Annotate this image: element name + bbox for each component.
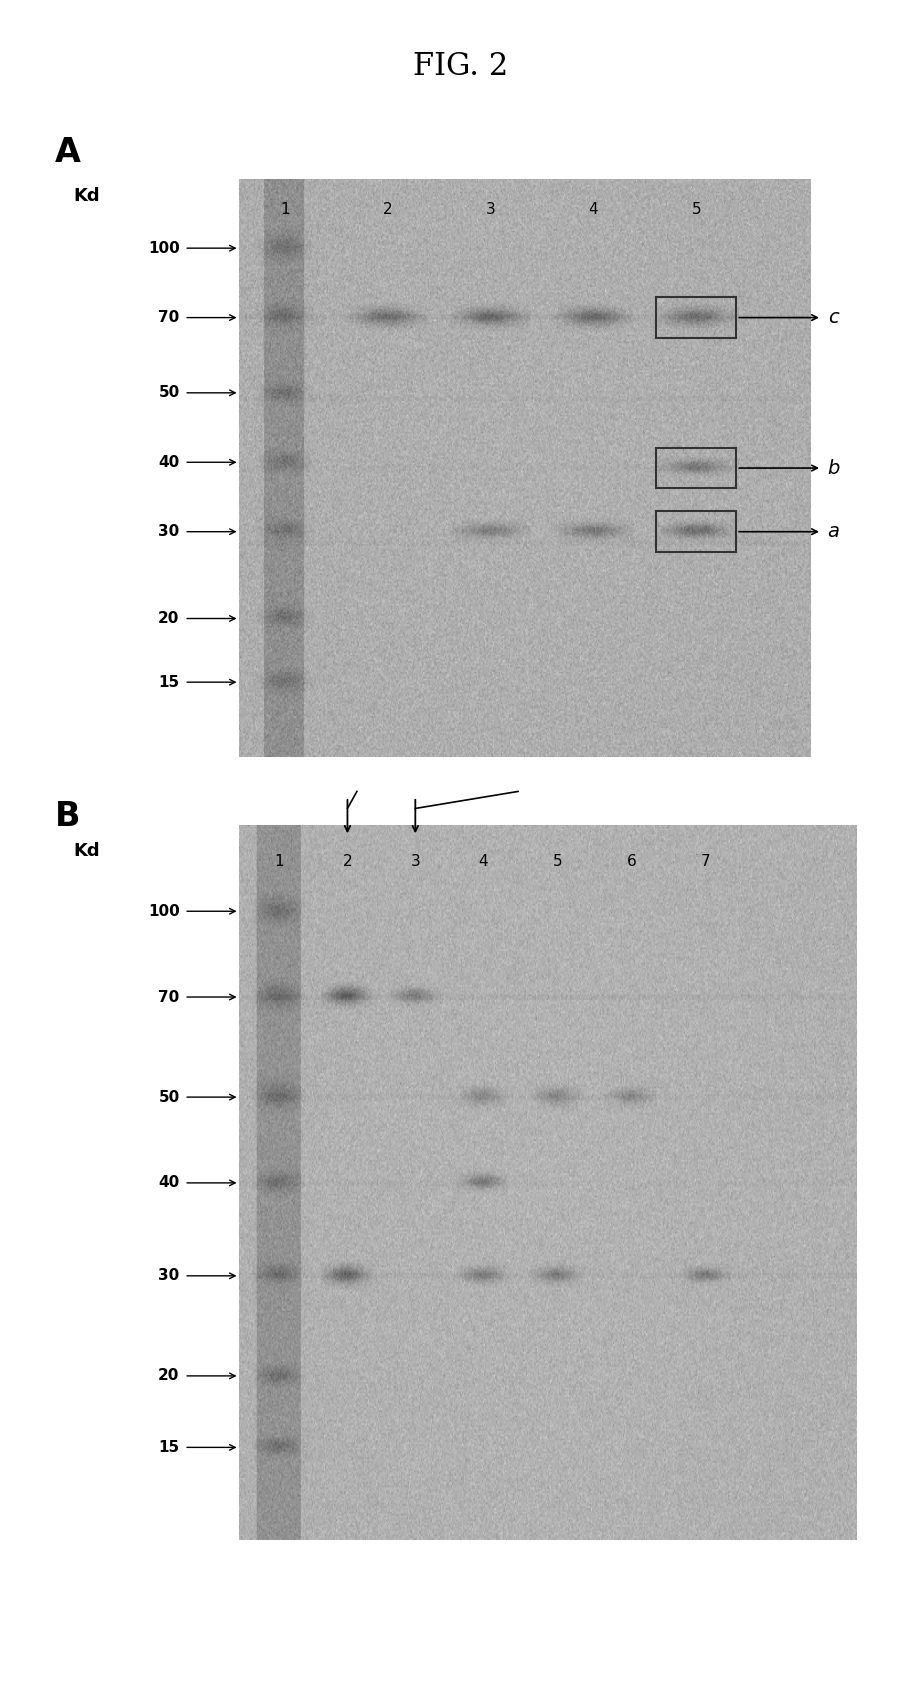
Text: 40: 40 — [158, 454, 180, 470]
Text: 70: 70 — [158, 989, 180, 1004]
Text: 30: 30 — [158, 524, 180, 540]
Text: 40: 40 — [158, 1176, 180, 1190]
Text: 50: 50 — [158, 1089, 180, 1105]
Bar — [657, 298, 736, 337]
Text: 15: 15 — [158, 674, 180, 689]
Text: Kd: Kd — [74, 187, 100, 206]
Text: Kd: Kd — [74, 842, 100, 861]
Text: 3: 3 — [486, 203, 495, 216]
Text: 50: 50 — [158, 385, 180, 400]
Text: a: a — [828, 523, 840, 541]
Text: A: A — [55, 136, 81, 168]
Text: FIG. 2: FIG. 2 — [413, 51, 508, 82]
Text: 1: 1 — [274, 854, 285, 870]
Text: 15: 15 — [158, 1440, 180, 1455]
Text: 20: 20 — [158, 611, 180, 626]
Text: b: b — [828, 458, 840, 478]
Text: 4: 4 — [478, 854, 488, 870]
Text: 5: 5 — [692, 203, 701, 216]
Bar — [657, 448, 736, 488]
Text: 6: 6 — [626, 854, 636, 870]
Text: 7: 7 — [701, 854, 710, 870]
Text: c: c — [828, 308, 838, 327]
Text: 2: 2 — [383, 203, 392, 216]
Text: 1: 1 — [280, 203, 290, 216]
Text: 100: 100 — [148, 904, 180, 919]
Bar — [657, 511, 736, 551]
Text: 70: 70 — [158, 310, 180, 325]
Text: 4: 4 — [589, 203, 599, 216]
Text: 30: 30 — [158, 1268, 180, 1283]
Text: 100: 100 — [148, 240, 180, 255]
Text: 20: 20 — [158, 1368, 180, 1384]
Text: B: B — [55, 800, 81, 832]
Text: 2: 2 — [343, 854, 352, 870]
Text: 5: 5 — [553, 854, 562, 870]
Text: 3: 3 — [411, 854, 420, 870]
